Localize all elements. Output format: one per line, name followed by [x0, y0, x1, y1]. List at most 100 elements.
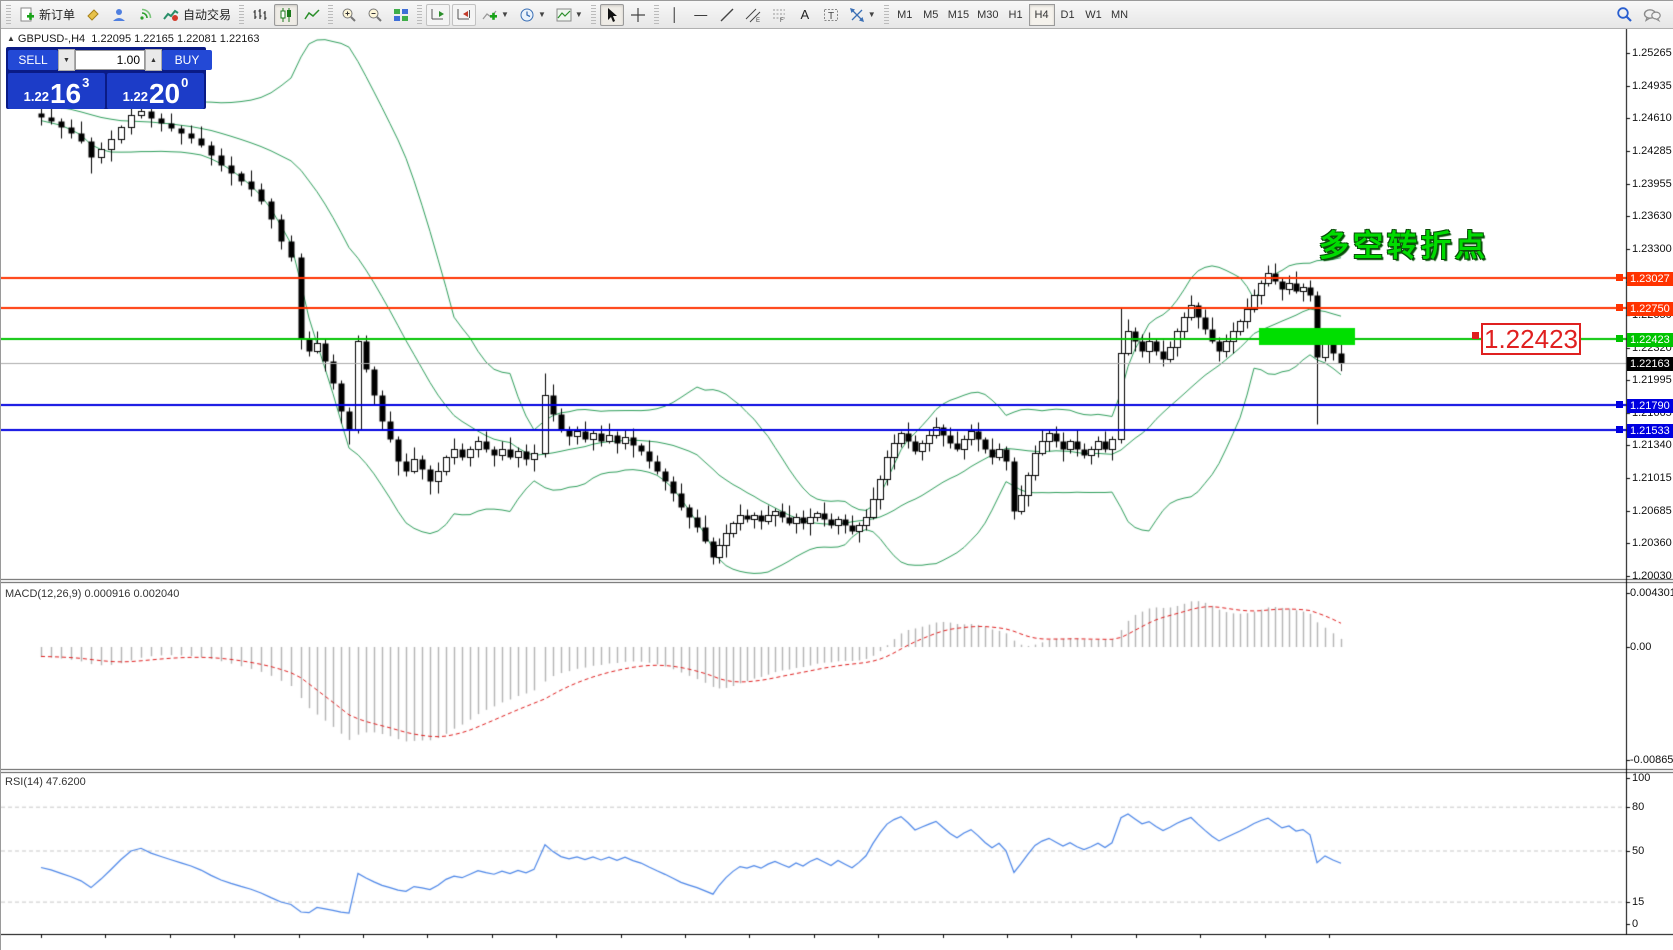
fibonacci-tool-button[interactable]: F [767, 4, 791, 26]
timeframe-button-w1[interactable]: W1 [1085, 8, 1102, 21]
buy-price-box[interactable]: 1.22 20 0 [107, 73, 204, 109]
timeframe-button-d1[interactable]: D1 [1060, 8, 1075, 21]
collapse-panel-icon[interactable]: ▲ [7, 34, 15, 43]
tile-windows-button[interactable] [389, 4, 413, 26]
toolbar-grip[interactable] [883, 4, 889, 25]
cursor-tool-button[interactable] [599, 3, 624, 26]
new-order-button[interactable]: 新订单 [15, 4, 79, 26]
toolbar-grip[interactable] [239, 4, 245, 25]
market-watch-button[interactable] [107, 4, 131, 26]
template-icon [556, 7, 572, 23]
templates-dropdown-icon[interactable]: ▼ [574, 10, 583, 19]
buy-button[interactable]: BUY [162, 50, 212, 70]
volume-input[interactable] [75, 50, 145, 70]
price-axis-tick: 1.23300 [1632, 243, 1672, 255]
channel-tool-button[interactable]: E [741, 4, 765, 26]
rsi-axis-tick: 50 [1632, 845, 1645, 857]
bar-chart-icon [252, 7, 268, 23]
symbol-name: GBPUSD-,H4 [17, 33, 86, 45]
text-icon: A [800, 7, 810, 22]
bar-chart-button[interactable] [248, 4, 272, 26]
price-level-callout[interactable]: 1.22423 [1481, 323, 1581, 355]
indicators-button[interactable]: ▼ [478, 4, 513, 26]
arrows-tool-button[interactable]: ▼ [845, 4, 880, 26]
indicators-dropdown-icon[interactable]: ▼ [501, 10, 509, 19]
hline-anchor-square[interactable] [1616, 335, 1623, 342]
timeframe-button-mn[interactable]: MN [1110, 8, 1129, 21]
timeframe-button-m5[interactable]: M5 [923, 8, 939, 21]
trendline-tool-button[interactable] [715, 4, 739, 26]
search-button[interactable] [1612, 4, 1637, 26]
price-chart-canvas[interactable] [1, 29, 1673, 950]
chart-window: ▲ GBPUSD-,H4 1.22095 1.22165 1.22081 1.22… [1, 29, 1673, 950]
price-level-label[interactable]: 1.21533 [1627, 424, 1673, 438]
crosshair-tool-button[interactable] [626, 4, 650, 26]
periods-dropdown-icon[interactable]: ▼ [537, 10, 546, 19]
one-click-trading-panel: SELL ▼ ▲ BUY 1.22 16 3 1.22 20 0 [6, 47, 212, 109]
profile-button[interactable] [81, 4, 105, 26]
toolbar-grip[interactable] [6, 4, 11, 25]
price-level-label[interactable]: 1.22750 [1627, 302, 1673, 316]
price-level-label[interactable]: 1.23027 [1627, 272, 1673, 286]
callout-anchor-square[interactable] [1472, 332, 1479, 339]
rsi-axis-tick: 15 [1632, 896, 1645, 908]
text-tool-button[interactable]: A [793, 4, 817, 26]
toolbar-grip[interactable] [328, 4, 334, 25]
timeframe-button-m30[interactable]: M30 [977, 8, 999, 21]
periods-button[interactable]: ▼ [515, 4, 550, 26]
equidistant-channel-icon: E [745, 7, 761, 23]
toolbar-right-group [1611, 4, 1666, 26]
timeframe-button-h4[interactable]: H4 [1028, 3, 1055, 26]
arrows-dropdown-icon[interactable]: ▼ [867, 10, 876, 19]
buy-price-big: 20 [148, 78, 181, 109]
ohlc-high: 1.22165 [134, 33, 174, 45]
rsi-value: 47.6200 [45, 776, 86, 788]
price-axis-tick: 1.23955 [1632, 178, 1672, 190]
price-axis-tick: 1.23630 [1632, 210, 1672, 222]
templates-button[interactable]: ▼ [552, 4, 587, 26]
indicators-icon [482, 7, 498, 23]
timeframe-button-h1[interactable]: H1 [1008, 8, 1023, 21]
zoom-in-button[interactable] [337, 4, 361, 26]
hline-anchor-square[interactable] [1616, 274, 1623, 281]
hline-anchor-square[interactable] [1616, 401, 1623, 408]
toolbar: 新订单 自动交易 [1, 1, 1673, 29]
price-axis-tick: 1.24610 [1632, 112, 1672, 124]
text-label-tool-button[interactable]: T [819, 4, 843, 26]
horizontal-line-tool-button[interactable]: — [689, 4, 713, 26]
svg-text:F: F [780, 18, 784, 23]
price-axis-tick: 1.20360 [1632, 537, 1672, 549]
price-level-label[interactable]: 1.21790 [1627, 399, 1673, 413]
chat-icon [1643, 7, 1661, 23]
hline-anchor-square[interactable] [1616, 426, 1623, 433]
signals-button[interactable] [133, 4, 157, 26]
toolbar-grip[interactable] [417, 4, 423, 25]
sell-button[interactable]: SELL [8, 50, 58, 70]
auto-scroll-button[interactable] [426, 3, 451, 26]
volume-decrease-button[interactable]: ▼ [58, 49, 75, 71]
sell-price-box[interactable]: 1.22 16 3 [8, 73, 105, 109]
price-level-label[interactable]: 1.22163 [1627, 357, 1673, 371]
chart-shift-button[interactable] [452, 3, 477, 26]
vertical-line-tool-button[interactable]: │ [663, 4, 687, 26]
rsi-axis-tick: 0 [1632, 918, 1639, 930]
ohlc-close: 1.22163 [219, 33, 260, 45]
toolbar-grip[interactable] [653, 4, 659, 25]
new-order-label: 新订单 [39, 8, 76, 22]
hline-anchor-square[interactable] [1616, 304, 1623, 311]
zoom-out-button[interactable] [363, 4, 387, 26]
timeframe-button-m15[interactable]: M15 [947, 8, 970, 21]
svg-text:T: T [828, 11, 834, 22]
candlestick-chart-button[interactable] [274, 3, 299, 26]
price-level-label[interactable]: 1.22423 [1627, 333, 1673, 347]
timeframe-button-m1[interactable]: M1 [897, 8, 913, 21]
macd-indicator-label: MACD(12,26,9) 0.000916 0.002040 [5, 588, 180, 600]
volume-increase-button[interactable]: ▲ [145, 49, 162, 71]
chat-button[interactable] [1639, 4, 1665, 26]
line-chart-button[interactable] [300, 4, 324, 26]
buy-price-sup: 0 [181, 75, 189, 90]
toolbar-grip[interactable] [590, 4, 596, 25]
autotrading-button[interactable]: 自动交易 [159, 4, 235, 26]
tag-icon [85, 7, 101, 23]
